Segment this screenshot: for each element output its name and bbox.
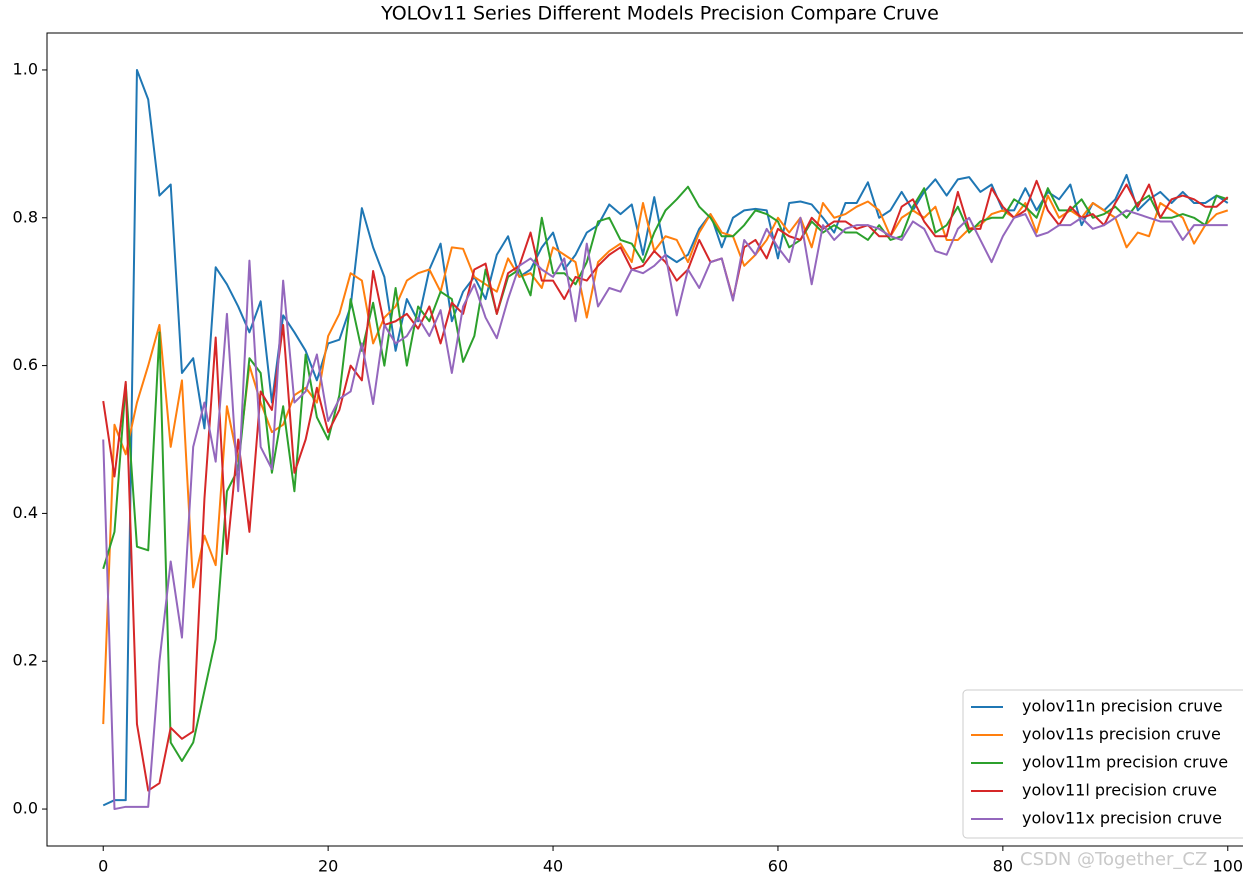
x-tick-label: 0 — [98, 857, 108, 876]
y-tick-label: 0.8 — [13, 207, 38, 226]
x-tick-label: 100 — [1212, 857, 1243, 876]
legend-box — [962, 689, 1243, 839]
legend-label: yolov11m precision cruve — [1022, 753, 1228, 772]
series-line — [102, 185, 1229, 762]
y-tick-label: 0.6 — [13, 355, 38, 374]
y-tick-label: 1.0 — [13, 59, 38, 78]
legend-label: yolov11n precision cruve — [1022, 697, 1223, 716]
legend-label: yolov11l precision cruve — [1022, 781, 1217, 800]
y-tick-label: 0.0 — [13, 799, 38, 818]
series-line — [102, 209, 1228, 811]
y-tick-label: 0.2 — [13, 651, 38, 670]
axes-frame — [46, 32, 1243, 847]
series-line — [102, 179, 1229, 792]
watermark: CSDN @Together_CZ — [1020, 849, 1207, 870]
y-tick-label: 0.4 — [13, 503, 38, 522]
chart-title: YOLOv11 Series Different Models Precisio… — [380, 3, 939, 25]
series-line — [102, 194, 1229, 725]
x-tick-label: 20 — [318, 857, 338, 876]
x-tick-label: 40 — [543, 857, 563, 876]
x-tick-label: 60 — [768, 857, 788, 876]
x-tick-label: 80 — [993, 857, 1013, 876]
legend-label: yolov11x precision cruve — [1022, 809, 1222, 828]
legend-label: yolov11s precision cruve — [1022, 725, 1221, 744]
